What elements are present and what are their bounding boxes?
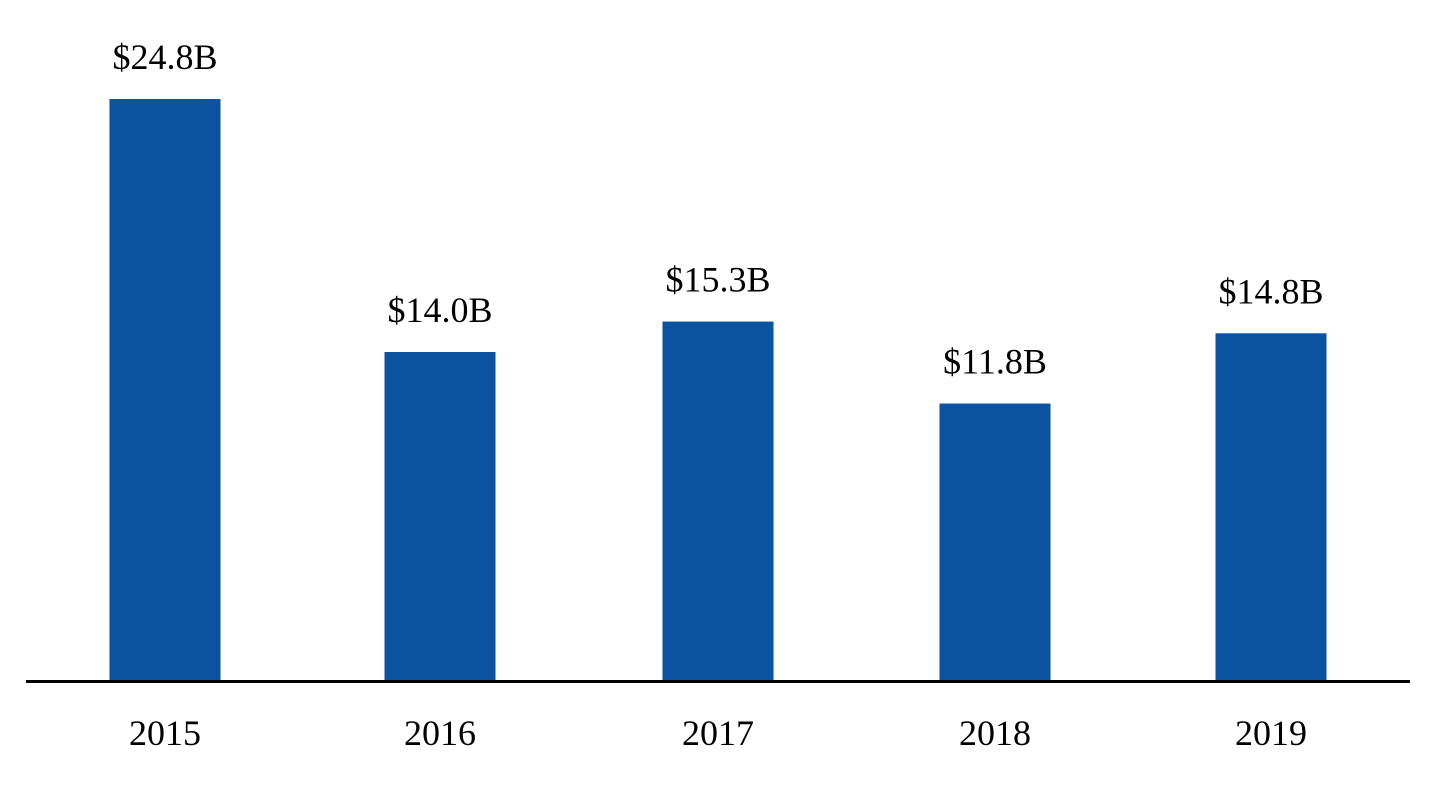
- x-tick-labels-group: 2015 2016 2017 2018 2019: [129, 713, 1307, 753]
- bar-2018: [939, 403, 1051, 680]
- data-label-2016: $14.0B: [387, 290, 492, 330]
- data-labels-group: $24.8B $14.0B $15.3B $11.8B $14.8B: [112, 37, 1323, 382]
- data-label-2015: $24.8B: [112, 37, 217, 77]
- bar-2016: [384, 352, 496, 680]
- x-tick-label-2018: 2018: [959, 713, 1031, 753]
- data-label-2017: $15.3B: [665, 260, 770, 300]
- data-label-2019: $14.8B: [1218, 271, 1323, 311]
- x-tick-label-2016: 2016: [404, 713, 476, 753]
- x-tick-label-2015: 2015: [129, 713, 201, 753]
- bar-2019: [1215, 333, 1327, 680]
- x-tick-label-2019: 2019: [1235, 713, 1307, 753]
- bars-group: [109, 99, 1327, 680]
- bar-2015: [109, 99, 221, 680]
- x-tick-label-2017: 2017: [682, 713, 754, 753]
- bar-2017: [662, 321, 774, 680]
- data-label-2018: $11.8B: [943, 342, 1047, 382]
